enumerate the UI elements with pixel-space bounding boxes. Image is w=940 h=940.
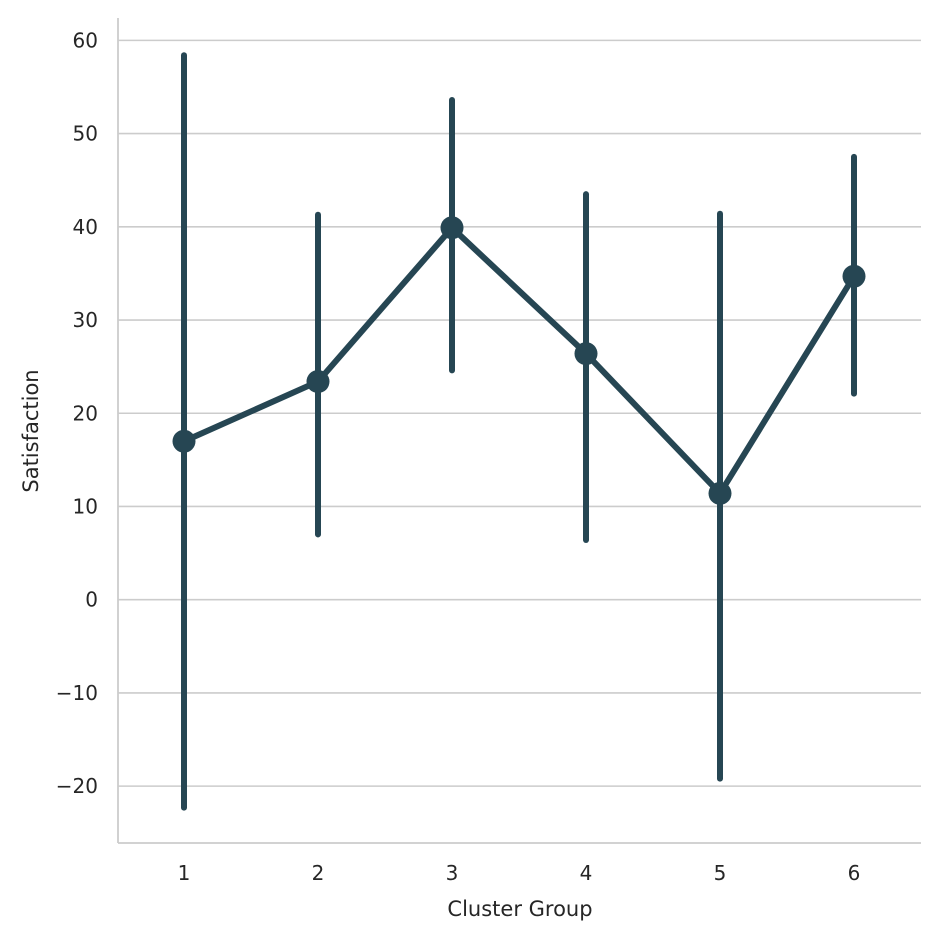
series-line: [181, 224, 857, 497]
error-bars: [181, 52, 857, 811]
data-point: [842, 264, 866, 288]
data-point: [306, 370, 330, 394]
series-lines: [181, 224, 857, 497]
data-points: [172, 216, 866, 505]
data-point: [172, 429, 196, 453]
y-tick-label: 60: [73, 28, 98, 52]
x-tick-label: 2: [312, 861, 325, 885]
y-tick-label: 0: [85, 588, 98, 612]
x-tick-label: 5: [714, 861, 727, 885]
y-tick-labels: −20 −10 0 10 20 30 40 50 60: [56, 28, 98, 798]
x-tick-label: 4: [580, 861, 593, 885]
y-tick-label: −20: [56, 774, 98, 798]
data-point: [574, 342, 598, 366]
x-tick-label: 6: [848, 861, 861, 885]
data-point: [440, 216, 464, 240]
x-tick-labels: 1 2 3 4 5 6: [178, 861, 861, 885]
y-tick-label: 50: [73, 122, 98, 146]
gridlines: [118, 39, 921, 787]
y-tick-label: 20: [73, 401, 98, 425]
x-tick-label: 1: [178, 861, 191, 885]
data-point: [708, 481, 732, 505]
y-axis-label: Satisfaction: [19, 369, 43, 492]
y-tick-label: 40: [73, 215, 98, 239]
x-tick-label: 3: [446, 861, 459, 885]
x-axis-label: Cluster Group: [447, 897, 592, 921]
axes-spines: [117, 18, 921, 844]
y-tick-label: 10: [73, 494, 98, 518]
y-tick-label: −10: [56, 681, 98, 705]
y-tick-label: 30: [73, 308, 98, 332]
